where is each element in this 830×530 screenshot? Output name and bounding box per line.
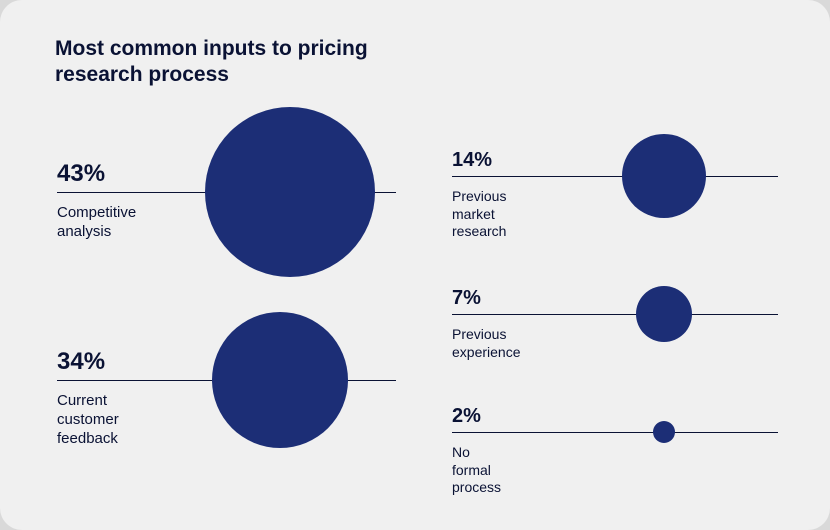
divider-line bbox=[452, 432, 778, 433]
chart-card: Most common inputs to pricing research p… bbox=[0, 0, 830, 530]
divider-line bbox=[452, 314, 778, 315]
percentage-label: 2% bbox=[452, 406, 481, 426]
category-label: Competitive analysis bbox=[57, 204, 136, 242]
percentage-label: 43% bbox=[57, 162, 105, 186]
value-circle bbox=[653, 421, 675, 443]
percentage-label: 34% bbox=[57, 350, 105, 374]
value-circle bbox=[205, 107, 375, 277]
value-circle bbox=[622, 134, 706, 218]
category-label: Previous market research bbox=[452, 188, 506, 241]
percentage-label: 14% bbox=[452, 150, 492, 170]
value-circle bbox=[636, 286, 692, 342]
category-label: Previous experience bbox=[452, 326, 521, 361]
chart-title: Most common inputs to pricing research p… bbox=[55, 36, 375, 87]
category-label: Current customer feedback bbox=[57, 392, 119, 448]
category-label: No formal process bbox=[452, 444, 501, 497]
divider-line bbox=[452, 176, 778, 177]
percentage-label: 7% bbox=[452, 288, 481, 308]
value-circle bbox=[212, 312, 348, 448]
